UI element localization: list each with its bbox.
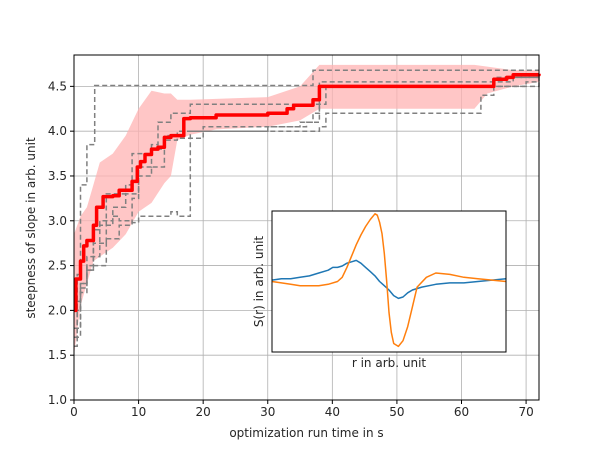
x-tick-label: 30	[260, 405, 275, 419]
main-axis-ticks: 0 10 20 30 40 50 60 70 1.0 1.5 2.0 2.5 3.0 3.5 4.0 4.5	[48, 79, 534, 419]
inset-lines	[271, 213, 507, 348]
run-line	[74, 69, 539, 339]
x-tick-label: 10	[131, 405, 146, 419]
inset-series-line	[271, 259, 507, 300]
y-axis-label: steepness of slope in arb. unit	[24, 137, 38, 319]
y-tick-label: 2.5	[48, 259, 67, 273]
y-tick-label: 4.5	[48, 79, 67, 93]
x-tick-label: 70	[518, 405, 533, 419]
y-tick-label: 1.0	[48, 393, 67, 407]
x-axis-label: optimization run time in s	[229, 426, 383, 440]
inset-x-axis-label: r in arb. unit	[352, 356, 427, 370]
x-tick-label: 40	[325, 405, 340, 419]
y-tick-label: 3.0	[48, 214, 67, 228]
inset-y-axis-label: S(r) in arb. unit	[252, 236, 266, 328]
run-line	[74, 77, 540, 330]
main-plot-frame	[73, 54, 540, 401]
mean-line-path	[74, 72, 541, 313]
y-tick-label: 3.5	[48, 169, 67, 183]
y-tick-label: 1.5	[48, 348, 67, 362]
inset-frame	[271, 210, 507, 353]
x-tick-label: 20	[196, 405, 211, 419]
y-tick-label: 2.0	[48, 303, 67, 317]
y-tick-label: 4.0	[48, 124, 67, 138]
x-tick-label: 0	[70, 405, 78, 419]
mean-line	[74, 72, 541, 313]
x-tick-label: 60	[454, 405, 469, 419]
x-tick-label: 50	[389, 405, 404, 419]
inset-series-line	[271, 213, 507, 348]
inset-background	[272, 211, 506, 352]
